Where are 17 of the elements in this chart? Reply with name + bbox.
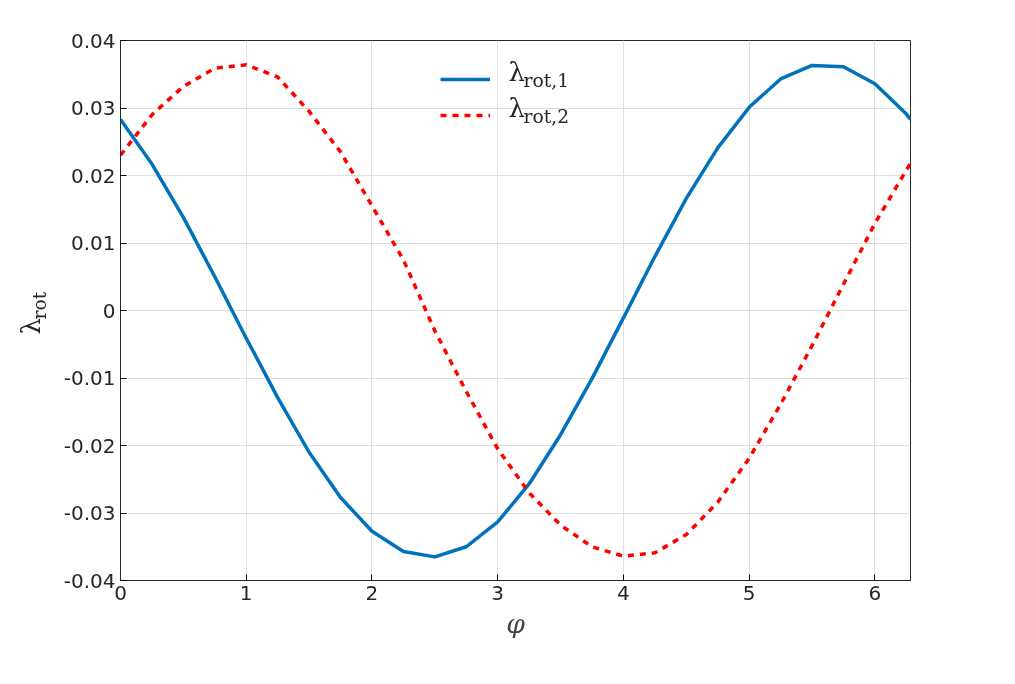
x-tick-label: 5 [742,580,756,605]
x-tick-label: 6 [868,580,882,605]
y-axis-title: λrot [15,291,51,335]
x-tick-label: 2 [365,580,379,605]
y-tick-label: 0 [102,298,116,323]
y-tick-label: 0.04 [70,28,116,53]
x-axis-title: φ [506,607,526,639]
y-tick-label: 0.02 [70,163,116,188]
x-tick-label: 3 [491,580,505,605]
x-tick-label: 1 [239,580,253,605]
x-tick-label: 4 [617,580,630,605]
y-tick-label: -0.01 [63,366,116,390]
y-tick-label: -0.03 [63,501,116,525]
y-tick-label: -0.04 [63,568,116,593]
y-tick-label: 0.01 [70,231,116,255]
y-tick-label: 0.03 [70,96,116,120]
y-tick-label: -0.02 [63,433,116,458]
